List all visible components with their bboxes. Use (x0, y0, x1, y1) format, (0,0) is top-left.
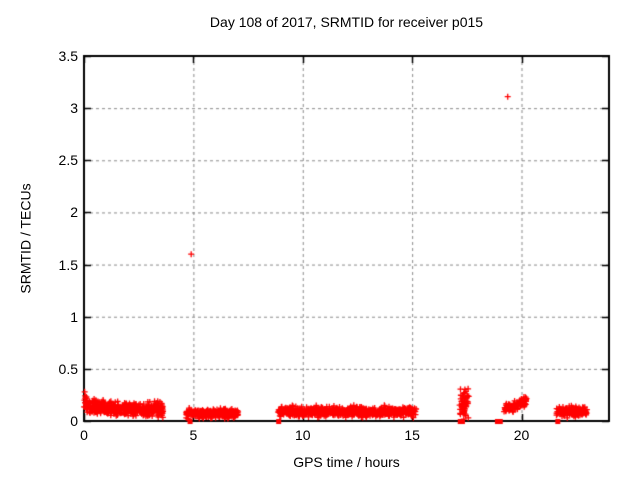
x-tick-label: 10 (294, 427, 311, 443)
x-tick-label: 20 (513, 427, 530, 443)
y-tick-label: 3.5 (58, 48, 78, 64)
x-axis-title: GPS time / hours (293, 454, 400, 470)
x-tick-label: 0 (80, 427, 88, 443)
y-tick-label: 1 (70, 308, 78, 325)
y-tick-label: 2 (70, 204, 78, 221)
y-tick-label: 2.5 (58, 152, 78, 169)
y-tick-label: 1.5 (58, 256, 78, 273)
y-tick-label: 0.5 (58, 360, 78, 377)
x-tick-label: 5 (189, 427, 198, 443)
y-tick-label: 3 (70, 100, 78, 117)
y-tick-label: 0 (70, 413, 78, 429)
chart-title: Day 108 of 2017, SRMTID for receiver p01… (209, 14, 484, 30)
x-tick-label: 15 (404, 427, 420, 443)
